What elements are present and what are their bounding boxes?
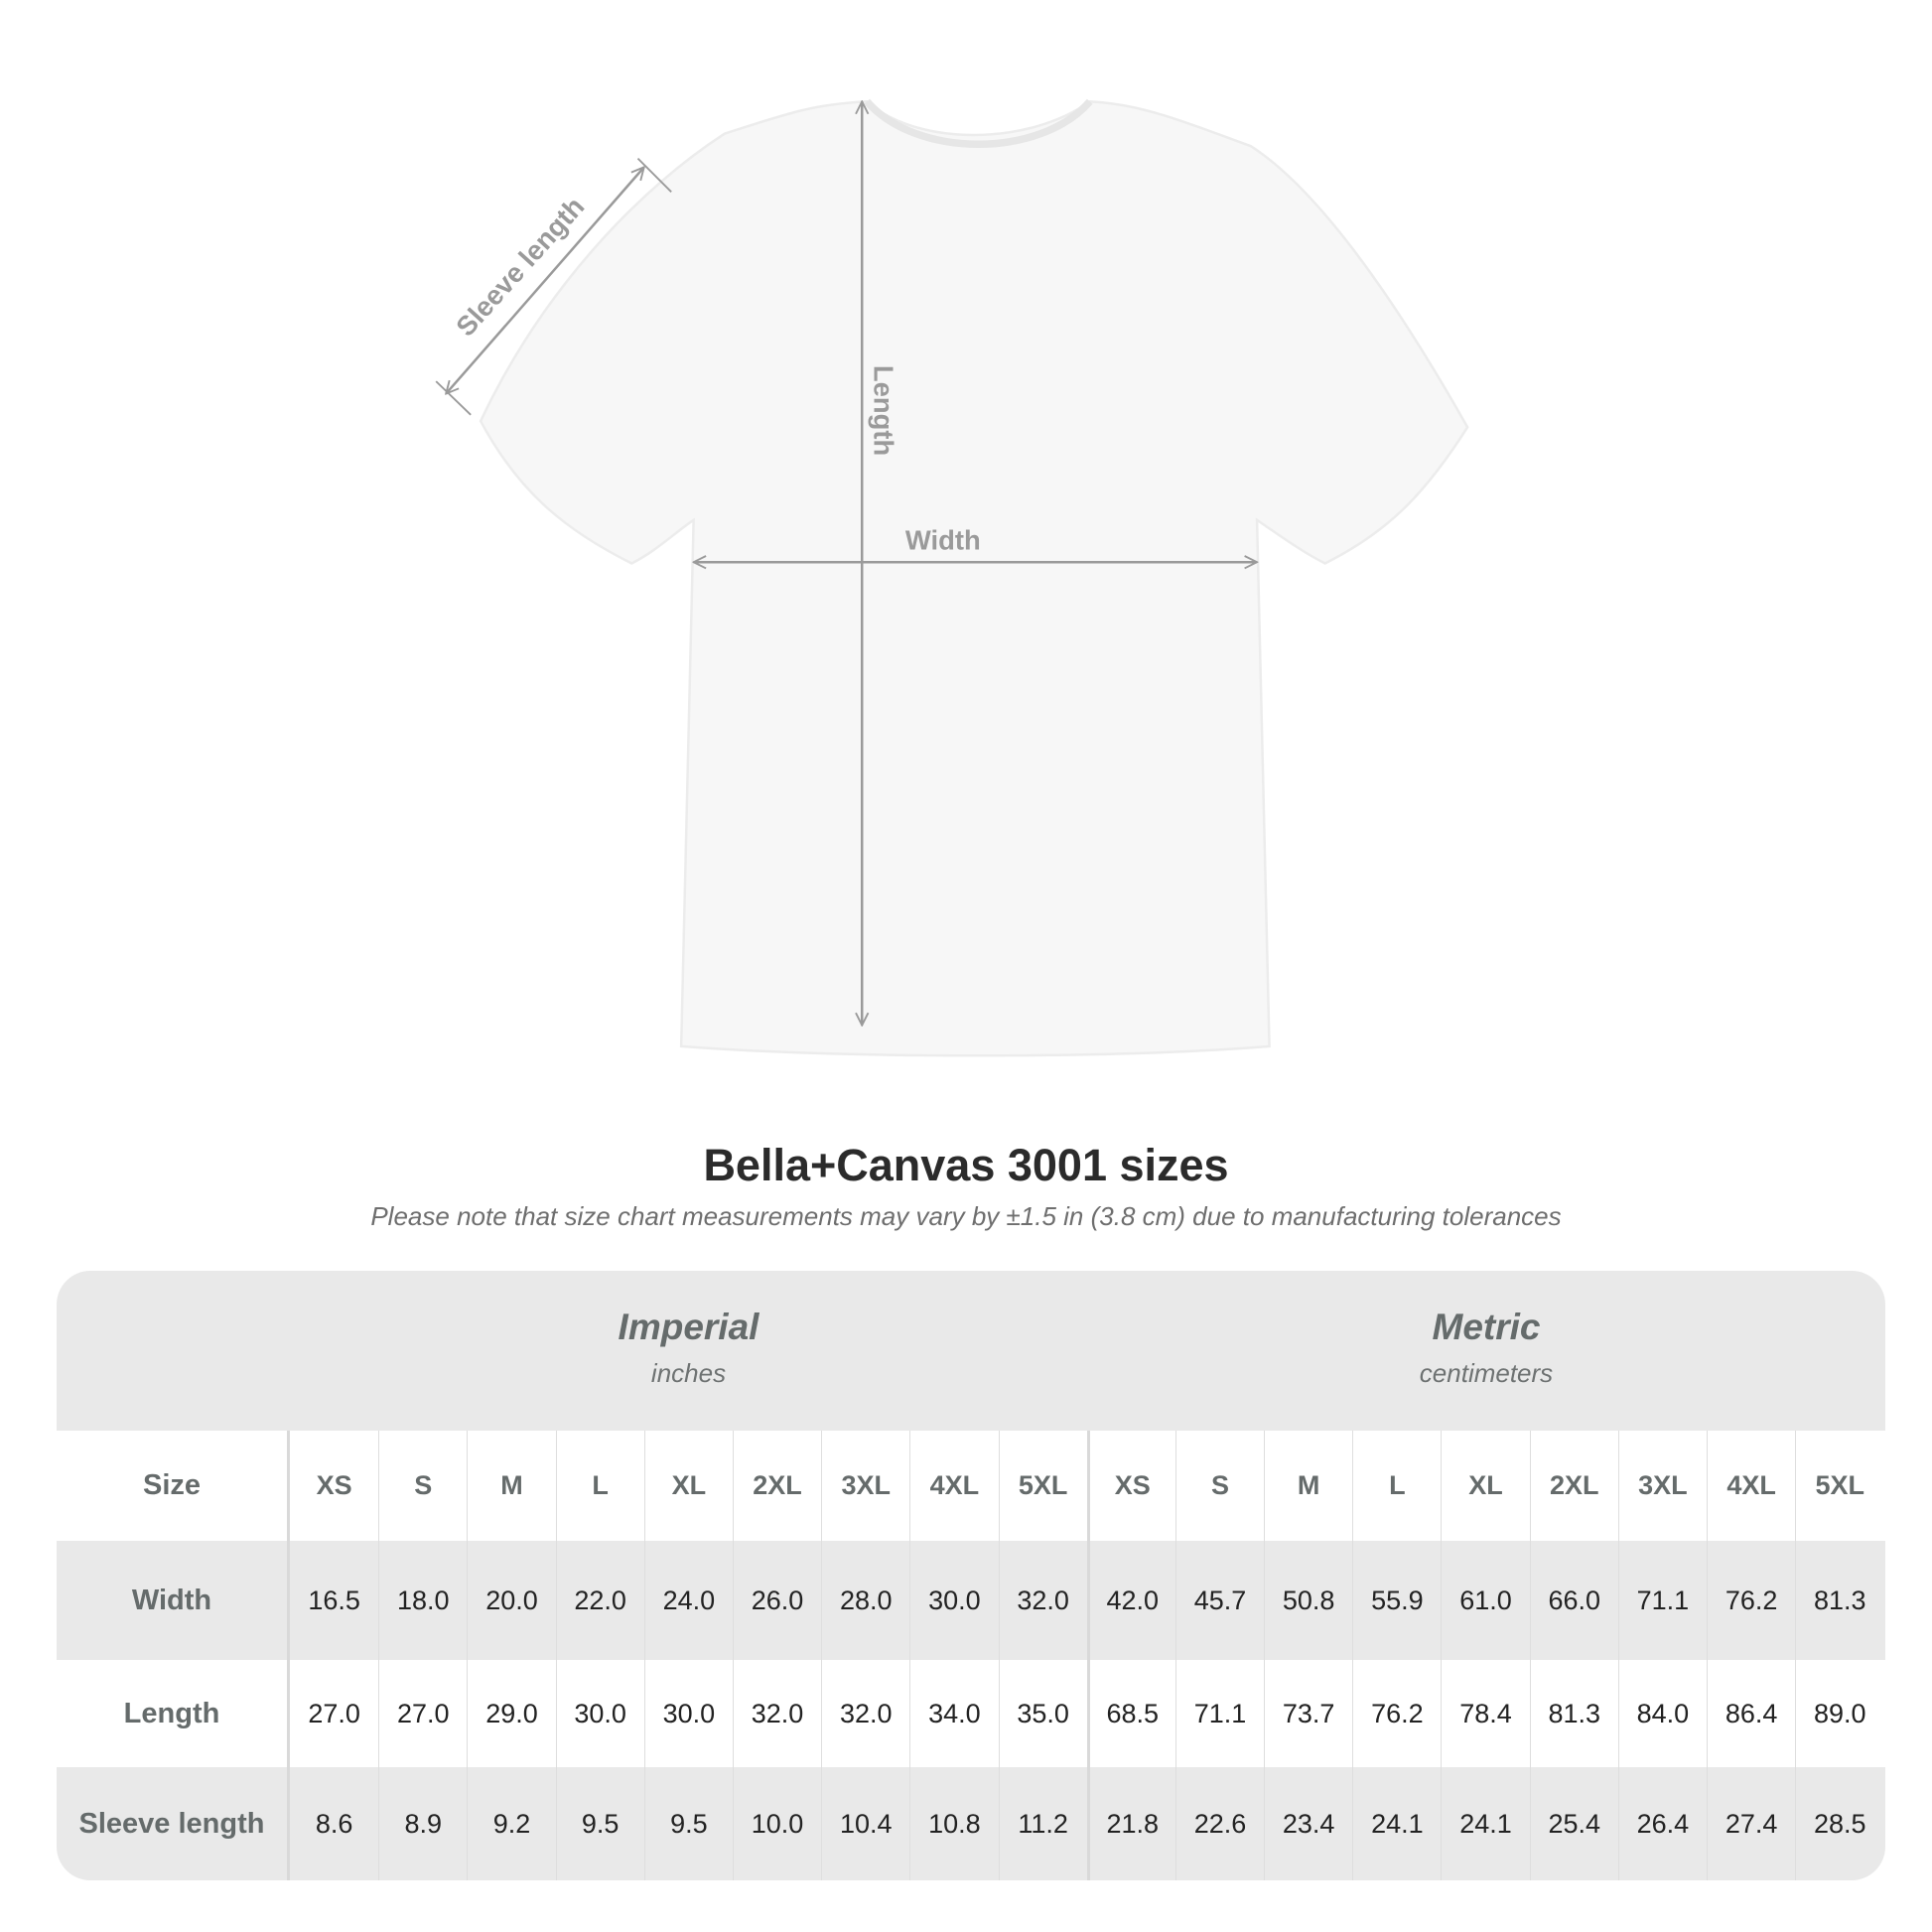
width-label: Width [905, 525, 981, 556]
size-header-cell: 4XL [909, 1431, 998, 1541]
value-cell: 32.0 [732, 1660, 821, 1767]
value-cell: 24.1 [1352, 1767, 1441, 1880]
size-header-cell: 5XL [998, 1431, 1087, 1541]
collar [864, 98, 1093, 148]
value-cell: 27.0 [308, 1698, 360, 1728]
value-cell: 27.4 [1707, 1767, 1795, 1880]
value-cell: 32.0 [821, 1660, 909, 1767]
size-header-cell: S [378, 1431, 467, 1541]
row-width: Width 16.5 18.0 20.0 22.0 24.0 26.0 28.0 30.0 32.… [57, 1541, 1885, 1660]
value-cell: 76.2 [1707, 1541, 1795, 1660]
value-cell: 10.8 [909, 1767, 998, 1880]
value-cell: 61.0 [1441, 1541, 1529, 1660]
size-header-cell: XS [1086, 1431, 1175, 1541]
value-cell: 22.0 [555, 1541, 644, 1660]
size-header-cell: XL [1441, 1431, 1529, 1541]
value-cell: 35.0 [998, 1660, 1087, 1767]
row-label: Sleeve length [57, 1767, 290, 1880]
size-header-cell: 2XL [1529, 1431, 1618, 1541]
tolerance-note: Please note that size chart measurements… [370, 1201, 1562, 1231]
value-cell: 30.0 [555, 1660, 644, 1767]
value-cell: 81.3 [1529, 1660, 1618, 1767]
size-header-cell: M [467, 1431, 555, 1541]
size-header-cell: 2XL [732, 1431, 821, 1541]
tshirt-shape [479, 99, 1469, 1057]
row-label: Size [57, 1431, 290, 1541]
value-cell: 24.1 [1441, 1767, 1529, 1880]
value-cell: 26.4 [1617, 1767, 1707, 1880]
metric-title: Metric [1432, 1307, 1541, 1347]
value-cell: 28.5 [1795, 1767, 1883, 1880]
value-cell: 10.0 [732, 1767, 821, 1880]
value-cell: 8.9 [378, 1767, 467, 1880]
value-cell: 81.3 [1795, 1541, 1883, 1660]
value-cell: 76.2 [1352, 1660, 1441, 1767]
size-header-cell: 4XL [1707, 1431, 1795, 1541]
value-cell: 27.0 [378, 1660, 467, 1767]
value-cell: 20.0 [467, 1541, 555, 1660]
size-header-cell: L [1352, 1431, 1441, 1541]
value-cell: 89.0 [1795, 1660, 1883, 1767]
value-cell: 68.5 [1086, 1660, 1175, 1767]
value-cell: 23.4 [1264, 1767, 1352, 1880]
size-table: Imperial inches Metric centimeters Size X… [57, 1271, 1885, 1880]
size-header-cell: XS [316, 1470, 352, 1500]
value-cell: 16.5 [308, 1585, 360, 1615]
value-cell: 71.1 [1617, 1541, 1707, 1660]
value-cell: 26.0 [732, 1541, 821, 1660]
value-cell: 71.1 [1174, 1660, 1264, 1767]
value-cell: 30.0 [643, 1660, 733, 1767]
value-cell: 32.0 [998, 1541, 1087, 1660]
metric-header: Metric centimeters [1087, 1271, 1885, 1431]
chart-title: Bella+Canvas 3001 sizes [703, 1140, 1229, 1190]
value-cell: 25.4 [1529, 1767, 1618, 1880]
size-header-row: Size XS S M L XL 2XL 3XL 4XL 5XL XS S M L XL 2XL 3XL 4XL 5… [57, 1431, 1885, 1541]
tshirt-diagram: Sleeve length Length Width [435, 98, 1469, 1057]
value-cell: 18.0 [378, 1541, 467, 1660]
row-label: Width [57, 1541, 290, 1660]
size-header-cell: S [1174, 1431, 1264, 1541]
value-cell: 10.4 [821, 1767, 909, 1880]
unit-header-band [57, 1271, 1885, 1431]
size-header-cell: 3XL [1617, 1431, 1707, 1541]
imperial-title: Imperial [618, 1307, 759, 1347]
value-cell: 24.0 [643, 1541, 733, 1660]
value-cell: 45.7 [1174, 1541, 1264, 1660]
value-cell: 9.5 [555, 1767, 644, 1880]
value-cell: 50.8 [1264, 1541, 1352, 1660]
sleeve-length-line [446, 167, 644, 393]
imperial-unit: inches [650, 1358, 727, 1388]
size-header-cell: XL [643, 1431, 733, 1541]
value-cell: 84.0 [1617, 1660, 1707, 1767]
size-header-cell: 3XL [821, 1431, 909, 1541]
value-cell: 9.5 [643, 1767, 733, 1880]
metric-unit: centimeters [1419, 1358, 1554, 1388]
value-cell: 28.0 [821, 1541, 909, 1660]
value-cell: 42.0 [1086, 1541, 1175, 1660]
value-cell: 30.0 [909, 1541, 998, 1660]
value-cell: 73.7 [1264, 1660, 1352, 1767]
value-cell: 86.4 [1707, 1660, 1795, 1767]
value-cell: 78.4 [1441, 1660, 1529, 1767]
row-label: Length [57, 1660, 290, 1767]
size-header-cell: L [555, 1431, 644, 1541]
length-label: Length [869, 365, 899, 456]
imperial-header: Imperial inches [290, 1271, 1087, 1431]
row-sleeve-length: Sleeve length 8.6 8.9 9.2 9.5 9.5 10.0 10.4 10.8… [57, 1767, 1885, 1880]
value-cell: 8.6 [315, 1808, 353, 1839]
value-cell: 34.0 [909, 1660, 998, 1767]
row-length: Length 27.0 27.0 29.0 30.0 30.0 32.0 32.0 34.0 35… [57, 1660, 1885, 1767]
value-cell: 21.8 [1086, 1767, 1175, 1880]
value-cell: 11.2 [998, 1767, 1087, 1880]
value-cell: 9.2 [467, 1767, 555, 1880]
value-cell: 29.0 [467, 1660, 555, 1767]
size-header-cell: 5XL [1795, 1431, 1883, 1541]
value-cell: 22.6 [1174, 1767, 1264, 1880]
size-header-cell: M [1264, 1431, 1352, 1541]
value-cell: 55.9 [1352, 1541, 1441, 1660]
value-cell: 66.0 [1529, 1541, 1618, 1660]
